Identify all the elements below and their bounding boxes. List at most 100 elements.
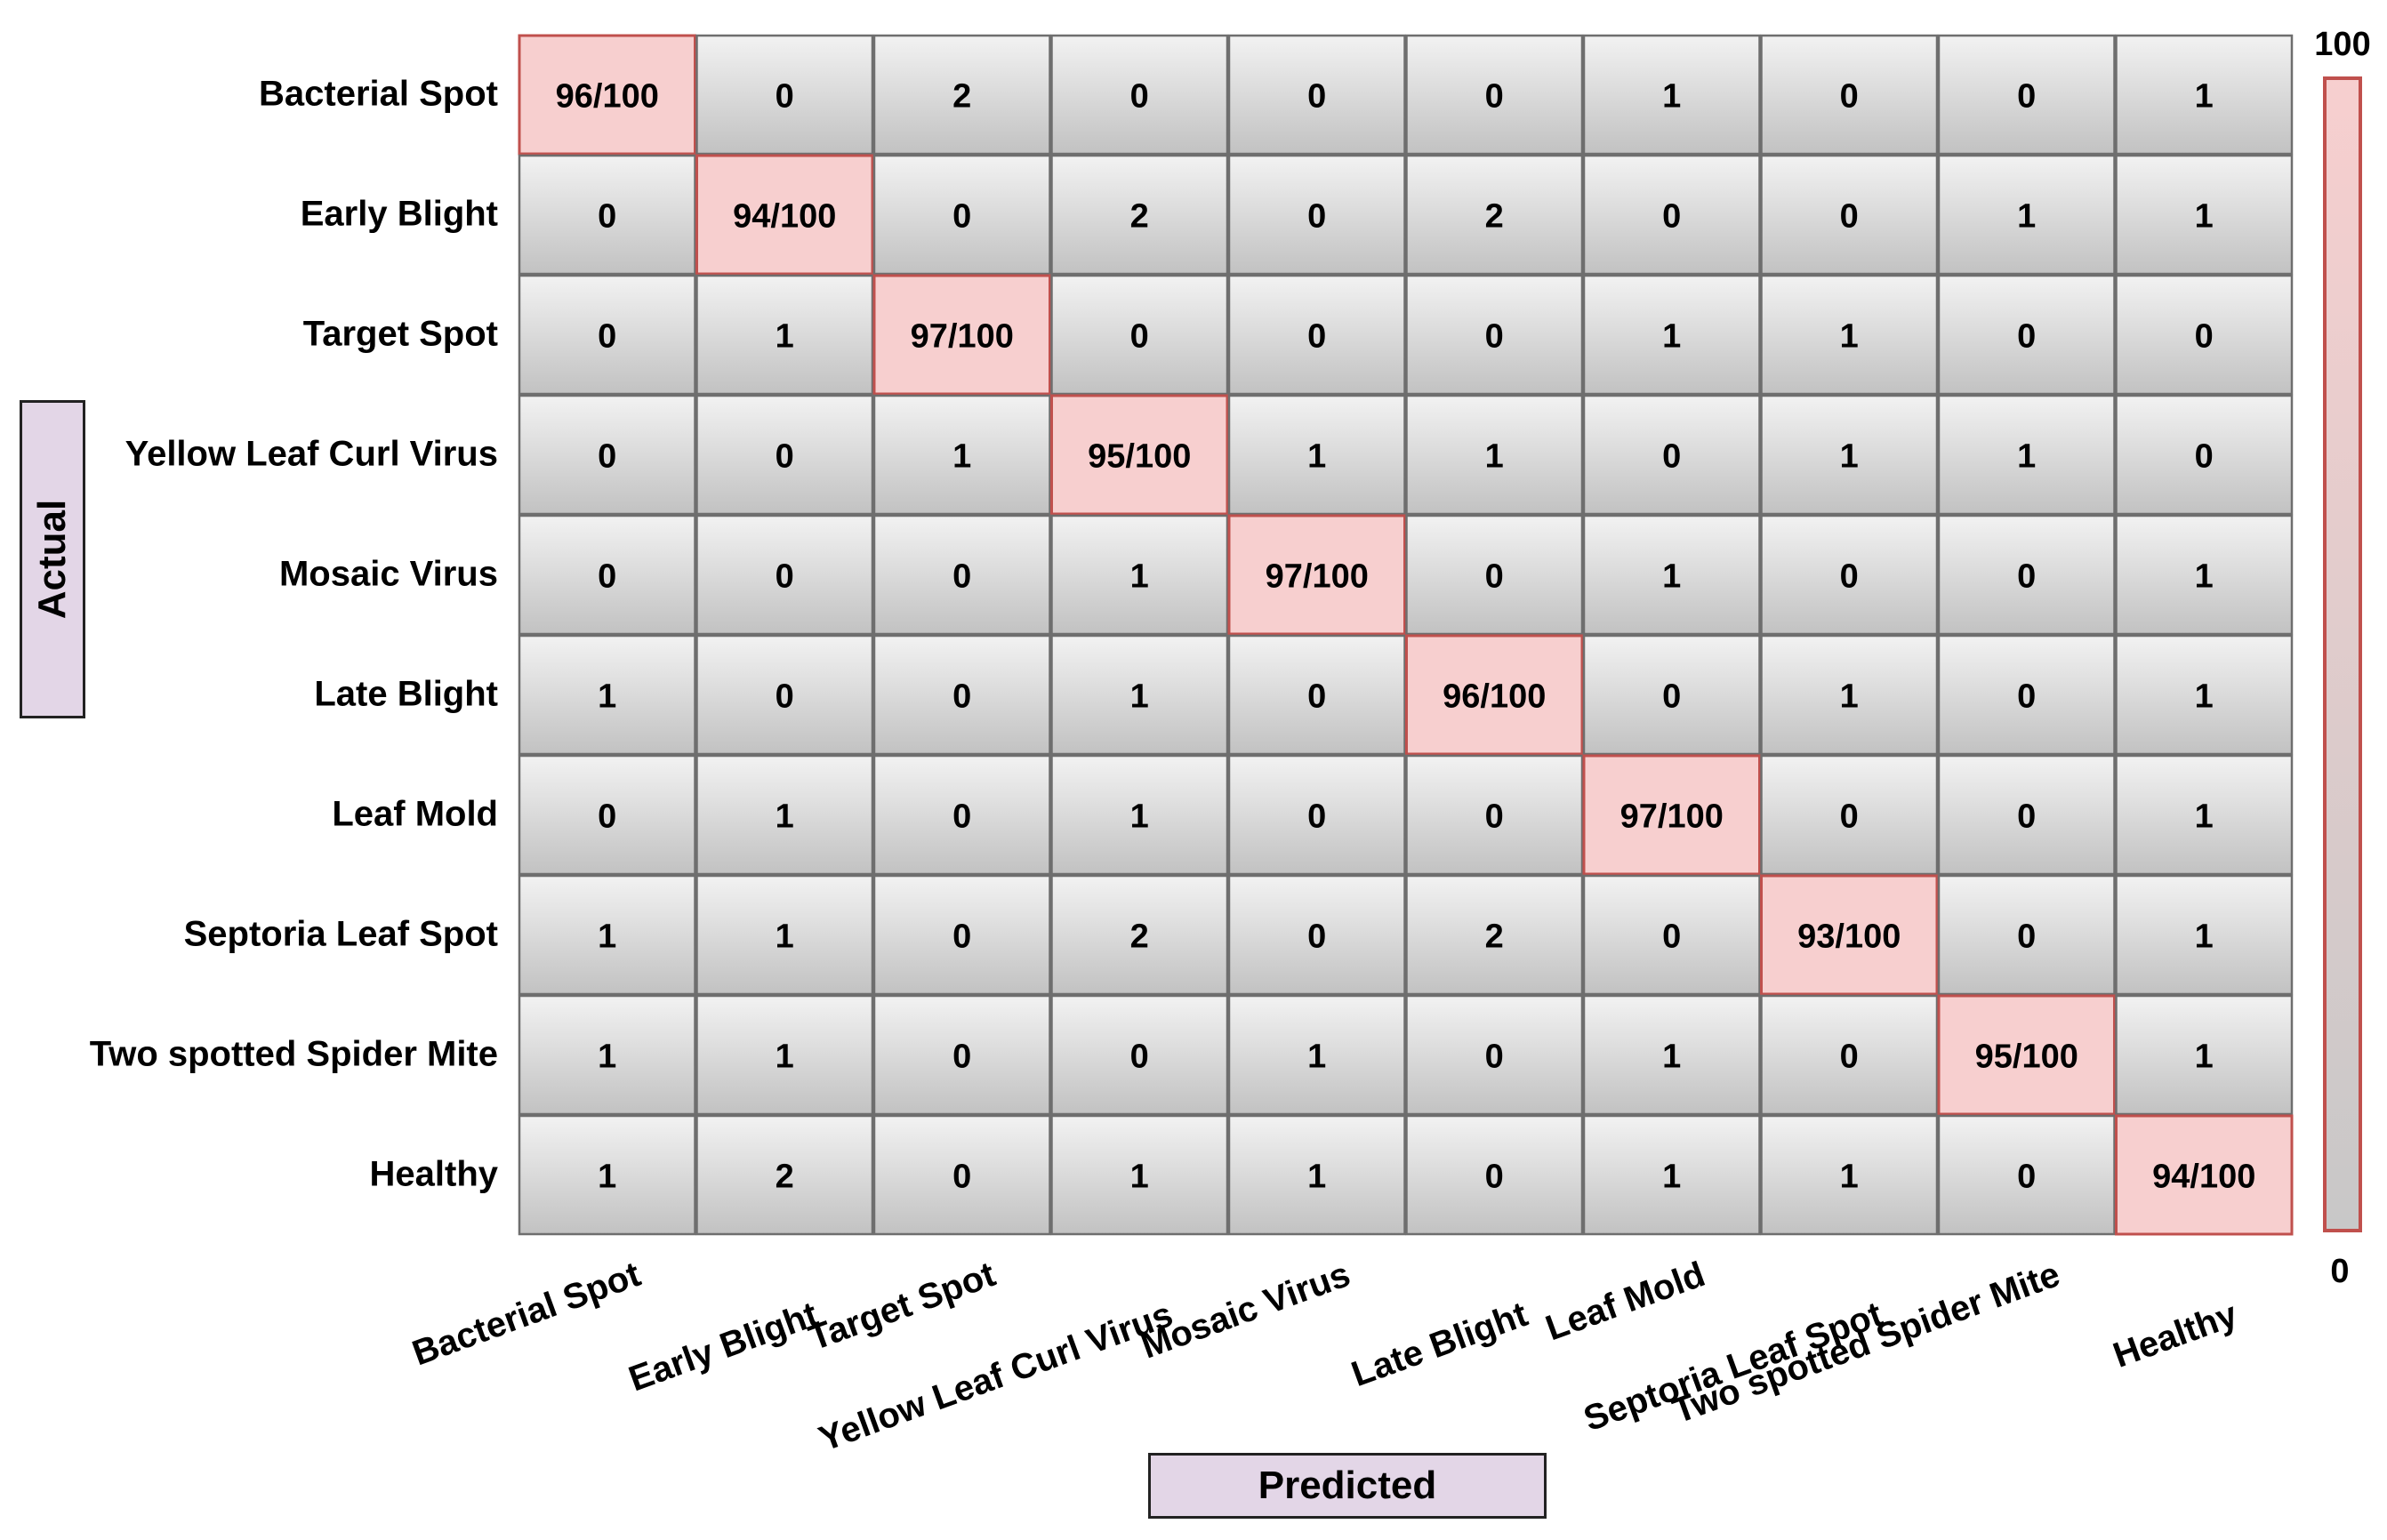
matrix-cell (1760, 274, 1939, 396)
cell-value-label: 2 (952, 78, 971, 116)
cell-value-label: 1 (2195, 78, 2214, 116)
cell-value-label: 0 (1662, 678, 1681, 716)
matrix-cell (1405, 34, 1584, 156)
matrix-cell (1405, 874, 1584, 996)
cell-value-label: 1 (1307, 438, 1326, 476)
matrix-cell (1405, 1114, 1584, 1236)
matrix-cell (1760, 634, 1939, 756)
cell-value-label: 0 (1662, 198, 1681, 236)
cell-value-label: 1 (2195, 558, 2214, 596)
matrix-cell (1405, 994, 1584, 1116)
cell-value-label: 1 (598, 678, 616, 716)
matrix-cell (1760, 514, 1939, 636)
cell-value-label: 1 (2017, 438, 2036, 476)
matrix-cell (518, 754, 696, 876)
cell-value-label: 0 (2017, 918, 2036, 956)
cell-value-label: 0 (1485, 558, 1504, 596)
matrix-cell (872, 634, 1051, 756)
row-tick-label: Target Spot (303, 315, 498, 354)
row-tick-label: Septoria Leaf Spot (184, 915, 498, 954)
cell-value-label: 1 (2195, 798, 2214, 836)
matrix-cell (1227, 1114, 1406, 1236)
row-tick-label: Leaf Mold (332, 795, 498, 834)
cell-value-label: 0 (598, 798, 616, 836)
cell-value-label: 0 (2017, 318, 2036, 356)
cell-value-label: 1 (1130, 1159, 1149, 1196)
cell-value-label: 1 (2017, 198, 2036, 236)
column-tick-label: Healthy (2108, 1295, 2243, 1376)
matrix-cell (1582, 874, 1761, 996)
cell-value-label: 95/100 (1088, 438, 1191, 476)
row-tick-label: Bacterial Spot (259, 75, 498, 114)
cell-value-label: 0 (2017, 798, 2036, 836)
cell-value-label: 1 (598, 1039, 616, 1076)
matrix-cell (1582, 1114, 1761, 1236)
matrix-cell (2115, 34, 2294, 156)
cell-value-label: 97/100 (911, 318, 1014, 356)
cell-value-label: 0 (1307, 78, 1326, 116)
cell-value-label: 1 (1662, 78, 1681, 116)
matrix-cell (872, 394, 1051, 516)
cell-value-label: 1 (776, 1039, 794, 1076)
cell-value-label: 0 (1485, 798, 1504, 836)
matrix-cell (695, 754, 874, 876)
column-tick-label: Late Blight (1346, 1295, 1532, 1394)
cell-value-label: 1 (1840, 318, 1859, 356)
matrix-cell (695, 274, 874, 396)
matrix-cell (1050, 274, 1229, 396)
cell-value-label: 0 (2017, 1159, 2036, 1196)
matrix-cell (1050, 754, 1229, 876)
matrix-cell (695, 394, 874, 516)
matrix-cell (1050, 514, 1229, 636)
matrix-cell (1582, 994, 1761, 1116)
cell-value-label: 97/100 (1620, 798, 1724, 836)
matrix-cell (2115, 994, 2294, 1116)
matrix-cell (1050, 994, 1229, 1116)
matrix-cell (1405, 274, 1584, 396)
matrix-cell (1582, 34, 1761, 156)
matrix-cell (1050, 634, 1229, 756)
cell-value-label: 95/100 (1975, 1039, 2078, 1076)
matrix-cell (1405, 514, 1584, 636)
matrix-cell (872, 154, 1051, 276)
matrix-cell (872, 874, 1051, 996)
cell-value-label: 1 (1840, 678, 1859, 716)
matrix-cell (1405, 394, 1584, 516)
cell-value-label: 0 (776, 438, 794, 476)
column-tick-label: Early Blight (623, 1295, 823, 1399)
cell-value-label: 2 (1130, 198, 1149, 236)
matrix-cell (872, 514, 1051, 636)
cell-value-label: 1 (2195, 918, 2214, 956)
matrix-cell (695, 634, 874, 756)
cell-value-label: 0 (952, 1159, 971, 1196)
cell-value-label: 0 (1307, 798, 1326, 836)
cell-value-label: 93/100 (1797, 918, 1901, 956)
matrix-cell (1227, 34, 1406, 156)
matrix-cell (1937, 874, 2116, 996)
y-axis-title: Actual (30, 499, 75, 620)
matrix-cell (1937, 754, 2116, 876)
matrix-cell (1937, 274, 2116, 396)
column-tick-label: Two spotted Spider Mite (1668, 1255, 2065, 1431)
column-tick-label: Bacterial Spot (407, 1255, 646, 1373)
matrix-cell (1582, 394, 1761, 516)
matrix-cell (1227, 274, 1406, 396)
matrix-cell (2115, 394, 2294, 516)
cell-value-label: 0 (952, 198, 971, 236)
row-tick-label: Mosaic Virus (279, 555, 498, 594)
matrix-cell (1050, 1114, 1229, 1236)
cell-value-label: 0 (2195, 318, 2214, 356)
cell-value-label: 0 (776, 558, 794, 596)
matrix-cell (1582, 514, 1761, 636)
matrix-cell (518, 274, 696, 396)
cell-value-label: 0 (1307, 198, 1326, 236)
cell-value-label: 97/100 (1266, 558, 1369, 596)
matrix-cell (1937, 1114, 2116, 1236)
matrix-cell (518, 874, 696, 996)
matrix-cell (518, 634, 696, 756)
colorbar-max-label: 100 (2314, 26, 2370, 63)
cell-value-label: 1 (2195, 198, 2214, 236)
matrix-cell (695, 514, 874, 636)
